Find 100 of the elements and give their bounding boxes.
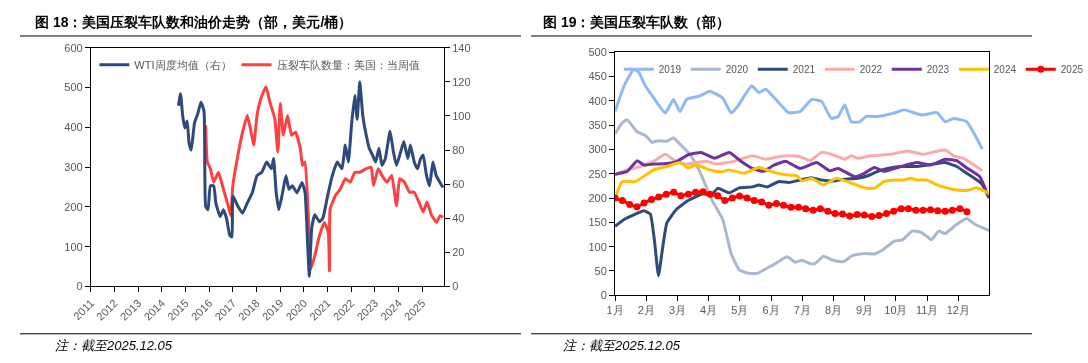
point: [948, 206, 956, 214]
y-tick-label: 200: [64, 200, 83, 213]
point: [714, 192, 722, 200]
text: 注：截至2025.12.05: [563, 338, 681, 353]
line-series: [615, 118, 990, 276]
y2-tick-label: 140: [452, 41, 471, 54]
y2-tick-label: 100: [452, 109, 471, 122]
y-tick-label: 300: [64, 160, 83, 173]
x-tick-label: 4月: [700, 304, 718, 317]
y-tick-label: 50: [594, 264, 607, 277]
x-tick-label: 5月: [731, 304, 749, 317]
x-tick-label: 1月: [606, 304, 624, 317]
x-tick-label: 6月: [762, 304, 780, 317]
point: [868, 213, 876, 221]
y-tick-label: 0: [76, 280, 83, 293]
point: [802, 205, 810, 213]
point: [809, 206, 817, 214]
y2-tick-label: 0: [452, 280, 459, 293]
point: [816, 205, 824, 213]
line-series: [615, 148, 984, 177]
x-tick-label: 9月: [856, 304, 874, 317]
y2-tick-label: 60: [452, 178, 465, 191]
point: [941, 207, 949, 215]
point: [897, 205, 905, 213]
chart-title: 图 18：美国压裂车队数和油价走势（部，美元/桶）: [35, 14, 353, 30]
x-tick-label: 10月: [884, 304, 908, 317]
line-series: [615, 150, 990, 200]
y2-tick-label: 120: [452, 75, 471, 88]
x-tick-label: 8月: [824, 304, 843, 317]
point: [927, 206, 935, 214]
point: [633, 203, 641, 211]
y2-tick-label: 20: [452, 246, 465, 259]
y-tick-label: 300: [588, 143, 607, 156]
point: [883, 210, 891, 218]
legend-label: 2021: [792, 64, 816, 76]
legend-label: 2024: [993, 64, 1017, 76]
point: [860, 211, 868, 219]
y-tick-label: 100: [588, 240, 607, 253]
point: [670, 188, 678, 196]
y-tick-label: 250: [588, 167, 607, 180]
point: [787, 203, 795, 211]
point: [684, 190, 692, 198]
point: [956, 205, 964, 213]
point: [780, 201, 788, 209]
y-tick-label: 400: [64, 121, 83, 134]
chart-title: 图 19：美国压裂车队数（部）: [543, 14, 731, 30]
point: [875, 212, 883, 220]
point: [919, 206, 927, 214]
point: [963, 208, 971, 216]
point: [736, 192, 744, 200]
y-tick-label: 400: [588, 94, 607, 107]
y-tick-label: 100: [64, 240, 83, 253]
point: [912, 206, 920, 214]
point: [853, 211, 861, 219]
point: [743, 194, 751, 202]
y-tick-label: 350: [588, 119, 607, 132]
point: [692, 188, 700, 196]
point: [648, 196, 656, 204]
x-tick-label: 3月: [668, 304, 687, 317]
x-tick-label: 7月: [793, 304, 811, 317]
x-tick-label: 2月: [637, 304, 655, 317]
y2-tick-label: 80: [452, 143, 465, 156]
point: [677, 192, 685, 200]
point: [846, 212, 854, 220]
y-tick-label: 500: [588, 46, 607, 59]
text: 注：截至2025.12.05: [55, 338, 173, 353]
x-tick-label: 11月: [915, 304, 939, 317]
point: [706, 190, 714, 198]
legend-label: 2020: [725, 64, 749, 76]
y-tick-label: 450: [588, 70, 607, 83]
point: [934, 207, 942, 215]
point: [750, 196, 758, 204]
point: [655, 193, 663, 201]
point: [662, 190, 670, 198]
y-tick-label: 200: [588, 191, 607, 204]
point: [890, 207, 898, 215]
point: [904, 205, 912, 213]
legend-label: 2023: [926, 64, 950, 76]
legend-label: 压裂车队数量：美国：当周值: [276, 58, 420, 71]
x-tick-label: 12月: [946, 304, 970, 317]
y-tick-label: 500: [64, 81, 83, 94]
legend-label: 2025: [1060, 64, 1084, 76]
legend-label: 2022: [859, 64, 883, 76]
point: [839, 210, 847, 218]
point: [618, 196, 626, 204]
point: [772, 199, 780, 207]
point: [824, 207, 832, 215]
point: [795, 203, 803, 211]
point: [728, 194, 736, 202]
point: [699, 188, 707, 196]
point: [758, 198, 766, 206]
y-tick-label: 600: [64, 41, 83, 54]
legend-label: 2019: [658, 64, 682, 76]
y-tick-label: 150: [588, 216, 607, 229]
y-tick-label: 0: [600, 289, 607, 302]
y2-tick-label: 40: [452, 212, 465, 225]
point: [721, 196, 729, 204]
point: [626, 200, 634, 208]
legend-label: WTI周度均值（右）: [134, 58, 232, 71]
point: [640, 199, 648, 207]
